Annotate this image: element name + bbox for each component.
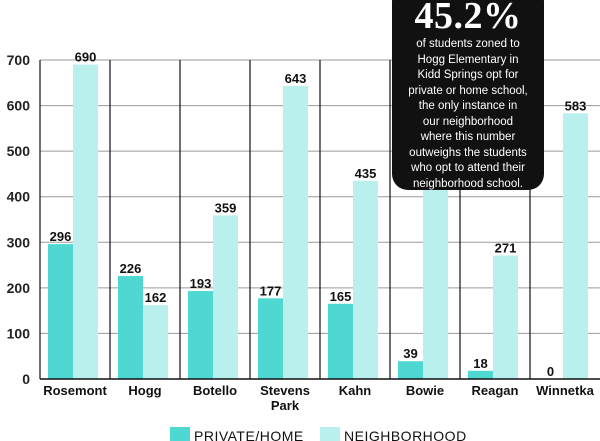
- legend-swatch: [320, 427, 340, 441]
- data-label: 690: [75, 50, 97, 65]
- callout-line: Hogg Elementary in: [417, 53, 519, 66]
- data-label: 435: [355, 166, 377, 181]
- callout-stat: 45.2%: [414, 0, 522, 37]
- x-tick-label: Reagan: [472, 383, 519, 398]
- legend-label: NEIGHBORHOOD: [344, 428, 467, 441]
- value-labels: 2962261931771653918069016235964343541727…: [50, 50, 587, 379]
- data-label: 583: [565, 98, 587, 113]
- x-tick-label: Park: [271, 398, 300, 413]
- y-tick-label: 500: [7, 143, 31, 159]
- data-label: 359: [215, 200, 237, 215]
- data-label: 296: [50, 229, 72, 244]
- data-label: 643: [285, 71, 307, 86]
- y-tick-label: 600: [7, 98, 31, 114]
- data-label: 18: [473, 356, 487, 371]
- callout-line: who opt to attend their: [411, 162, 525, 174]
- x-tick-label: Winnetka: [536, 383, 594, 398]
- bar-neighborhood: [423, 188, 448, 379]
- data-label: 39: [403, 346, 417, 361]
- legend: PRIVATE/HOME NEIGHBORHOOD: [170, 427, 467, 441]
- bar-neighborhood: [213, 215, 238, 379]
- bar-private-home: [48, 244, 73, 379]
- x-tick-label: Bowie: [406, 383, 444, 398]
- x-tick-label: Botello: [193, 383, 237, 398]
- y-tick-label: 0: [22, 371, 30, 387]
- data-label: 271: [495, 241, 517, 256]
- callout-line: neighborhood school.: [413, 177, 523, 190]
- x-tick-label: Kahn: [339, 383, 372, 398]
- y-tick-label: 300: [7, 234, 31, 250]
- x-tick-label: Rosemont: [43, 383, 107, 398]
- bar-neighborhood: [563, 113, 588, 379]
- data-label: 226: [120, 261, 142, 276]
- bar-private-home: [468, 370, 493, 379]
- bar-neighborhood: [353, 180, 378, 379]
- bars: [48, 64, 588, 380]
- callout-text: of students zoned to Hogg Elementary in …: [392, 37, 544, 192]
- bar-private-home: [118, 276, 143, 379]
- callout-line: Kidd Springs opt for: [417, 69, 519, 81]
- data-label: 177: [260, 283, 282, 298]
- y-tick-label: 400: [7, 189, 31, 205]
- legend-label: PRIVATE/HOME: [194, 428, 304, 441]
- callout-line: private or home school,: [408, 84, 528, 97]
- bar-neighborhood: [143, 305, 168, 379]
- callout-line: of students zoned to: [416, 38, 520, 50]
- bar-neighborhood: [493, 255, 518, 379]
- data-label: 193: [190, 276, 212, 291]
- bar-neighborhood: [283, 85, 308, 380]
- callout-line: our neighborhood: [422, 115, 514, 128]
- data-label: 162: [145, 290, 167, 305]
- bar-neighborhood: [73, 64, 98, 380]
- callout-line: the only instance in: [418, 100, 518, 112]
- bar-private-home: [398, 361, 423, 379]
- bar-private-home: [188, 291, 213, 379]
- callout-box: 45.2% of students zoned to Hogg Elementa…: [392, 0, 544, 190]
- bar-private-home: [328, 303, 353, 379]
- callout-line: where this number: [420, 131, 516, 143]
- data-label: 0: [547, 364, 554, 379]
- y-axis: 0 100 200 300 400 500 600 700: [7, 52, 41, 387]
- legend-swatch: [170, 427, 190, 441]
- x-tick-label: Stevens: [260, 383, 310, 398]
- bar-private-home: [258, 298, 283, 379]
- data-label: 165: [330, 289, 352, 304]
- callout-line: outweighs the students: [409, 146, 527, 159]
- y-tick-label: 200: [7, 280, 31, 296]
- y-tick-label: 700: [7, 52, 31, 68]
- y-tick-label: 100: [7, 325, 31, 341]
- x-tick-label: Hogg: [128, 383, 161, 398]
